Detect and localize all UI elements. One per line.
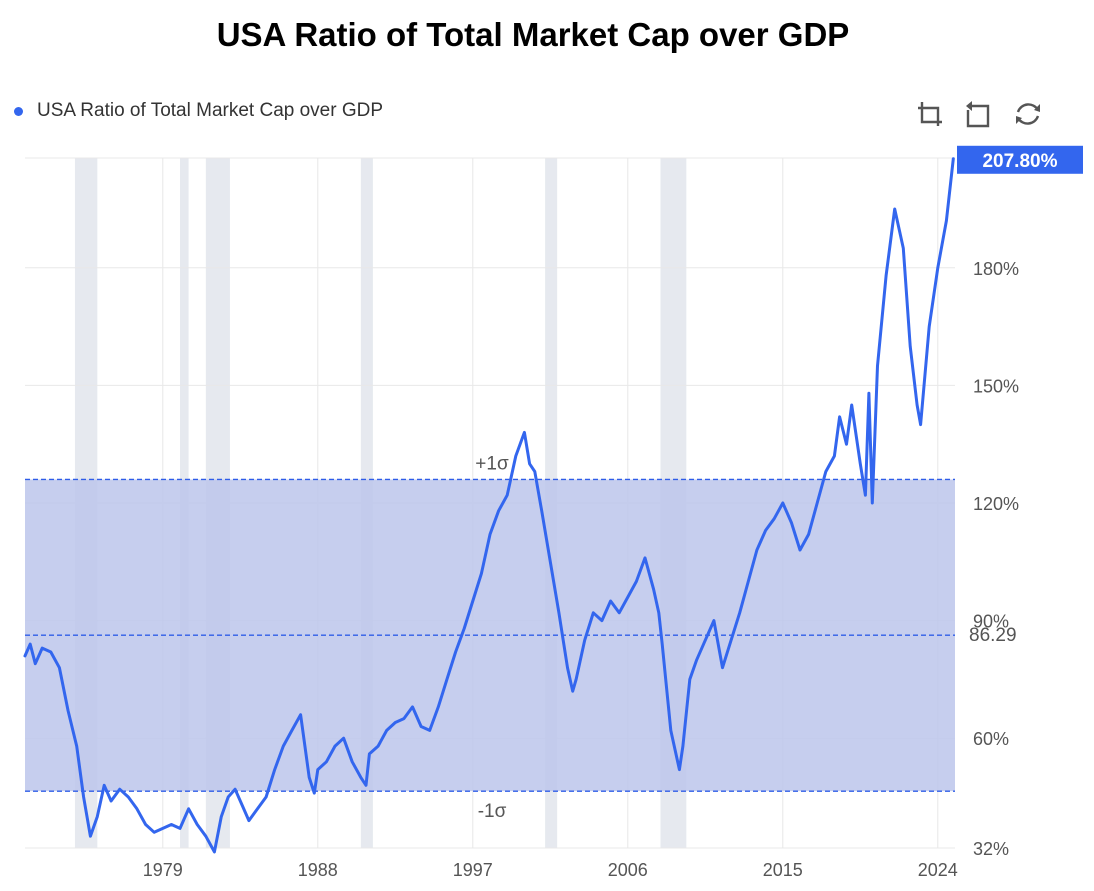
plus-sigma-label: +1σ [475, 453, 509, 474]
page-title: USA Ratio of Total Market Cap over GDP [216, 16, 850, 53]
legend-marker [14, 106, 23, 116]
legend[interactable]: USA Ratio of Total Market Cap over GDP [14, 100, 383, 122]
y-tick-label-1: 60% [973, 729, 1009, 749]
x-tick-label-3: 2006 [608, 860, 648, 880]
last-value-label: 207.80% [982, 151, 1057, 172]
restore-icon[interactable] [1012, 98, 1044, 130]
x-tick-label-4: 2015 [763, 860, 803, 880]
y-tick-label-2: 90% [973, 612, 1009, 632]
x-tick-label-5: 2024 [918, 860, 958, 880]
minus-sigma-label: -1σ [478, 801, 507, 822]
y-tick-label-3: 120% [973, 494, 1019, 514]
y-tick-label-4: 150% [973, 376, 1019, 396]
y-tick-label-5: 180% [973, 259, 1019, 279]
y-tick-label-0: 32% [973, 839, 1009, 859]
x-tick-label-2: 1997 [453, 860, 493, 880]
zoom-reset-icon[interactable] [962, 98, 994, 130]
x-tick-label-1: 1988 [298, 860, 338, 880]
series-line-market-cap-gdp [23, 157, 955, 854]
mean-value-label: 86.29 [969, 625, 1017, 646]
x-tick-label-0: 1979 [143, 860, 183, 880]
chart-toolbar [912, 98, 1044, 130]
legend-label: USA Ratio of Total Market Cap over GDP [37, 100, 384, 121]
zoom-icon[interactable] [912, 98, 944, 130]
last-value-label-box [957, 145, 1083, 174]
